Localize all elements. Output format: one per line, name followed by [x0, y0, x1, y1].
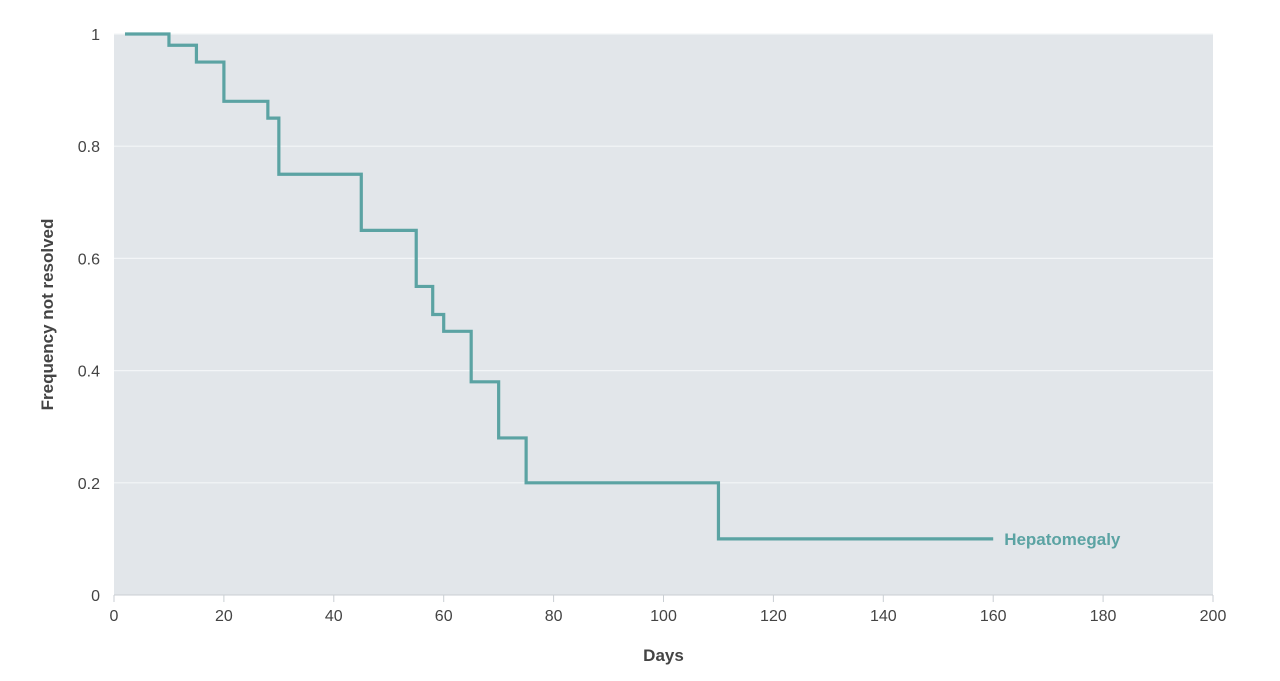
x-tick-label: 80: [545, 608, 563, 625]
plot-area: [114, 34, 1213, 595]
x-tick-label: 200: [1200, 608, 1227, 625]
x-tick-label: 60: [435, 608, 453, 625]
series-layer: Hepatomegaly: [124, 32, 1121, 549]
y-tick-label: 0.4: [78, 364, 100, 381]
x-tick-label: 180: [1090, 608, 1117, 625]
series-line-hepatomegaly: [124, 32, 994, 541]
y-tick-label: 0: [91, 588, 100, 605]
y-tick-label: 0.8: [78, 139, 100, 156]
y-axis-title: Frequency not resolved: [38, 219, 57, 411]
axes: 0 0.2 0.4 0.6 0.8 1 0 20 40 60 80 100 120 140 160 180 20…: [78, 27, 1227, 625]
y-tick-label: 0.2: [78, 476, 100, 493]
series-label: Hepatomegaly: [1004, 530, 1121, 549]
x-tick-label: 160: [980, 608, 1007, 625]
x-tick-label: 0: [110, 608, 119, 625]
y-tick-label: 1: [91, 27, 100, 44]
x-tick-label: 140: [870, 608, 897, 625]
x-tick-label: 120: [760, 608, 787, 625]
x-tick-label: 20: [215, 608, 233, 625]
x-tick-label: 100: [650, 608, 677, 625]
gridlines: [114, 33, 1213, 484]
x-axis-title: Days: [643, 646, 684, 665]
x-tick-label: 40: [325, 608, 343, 625]
y-tick-label: 0.6: [78, 251, 100, 268]
